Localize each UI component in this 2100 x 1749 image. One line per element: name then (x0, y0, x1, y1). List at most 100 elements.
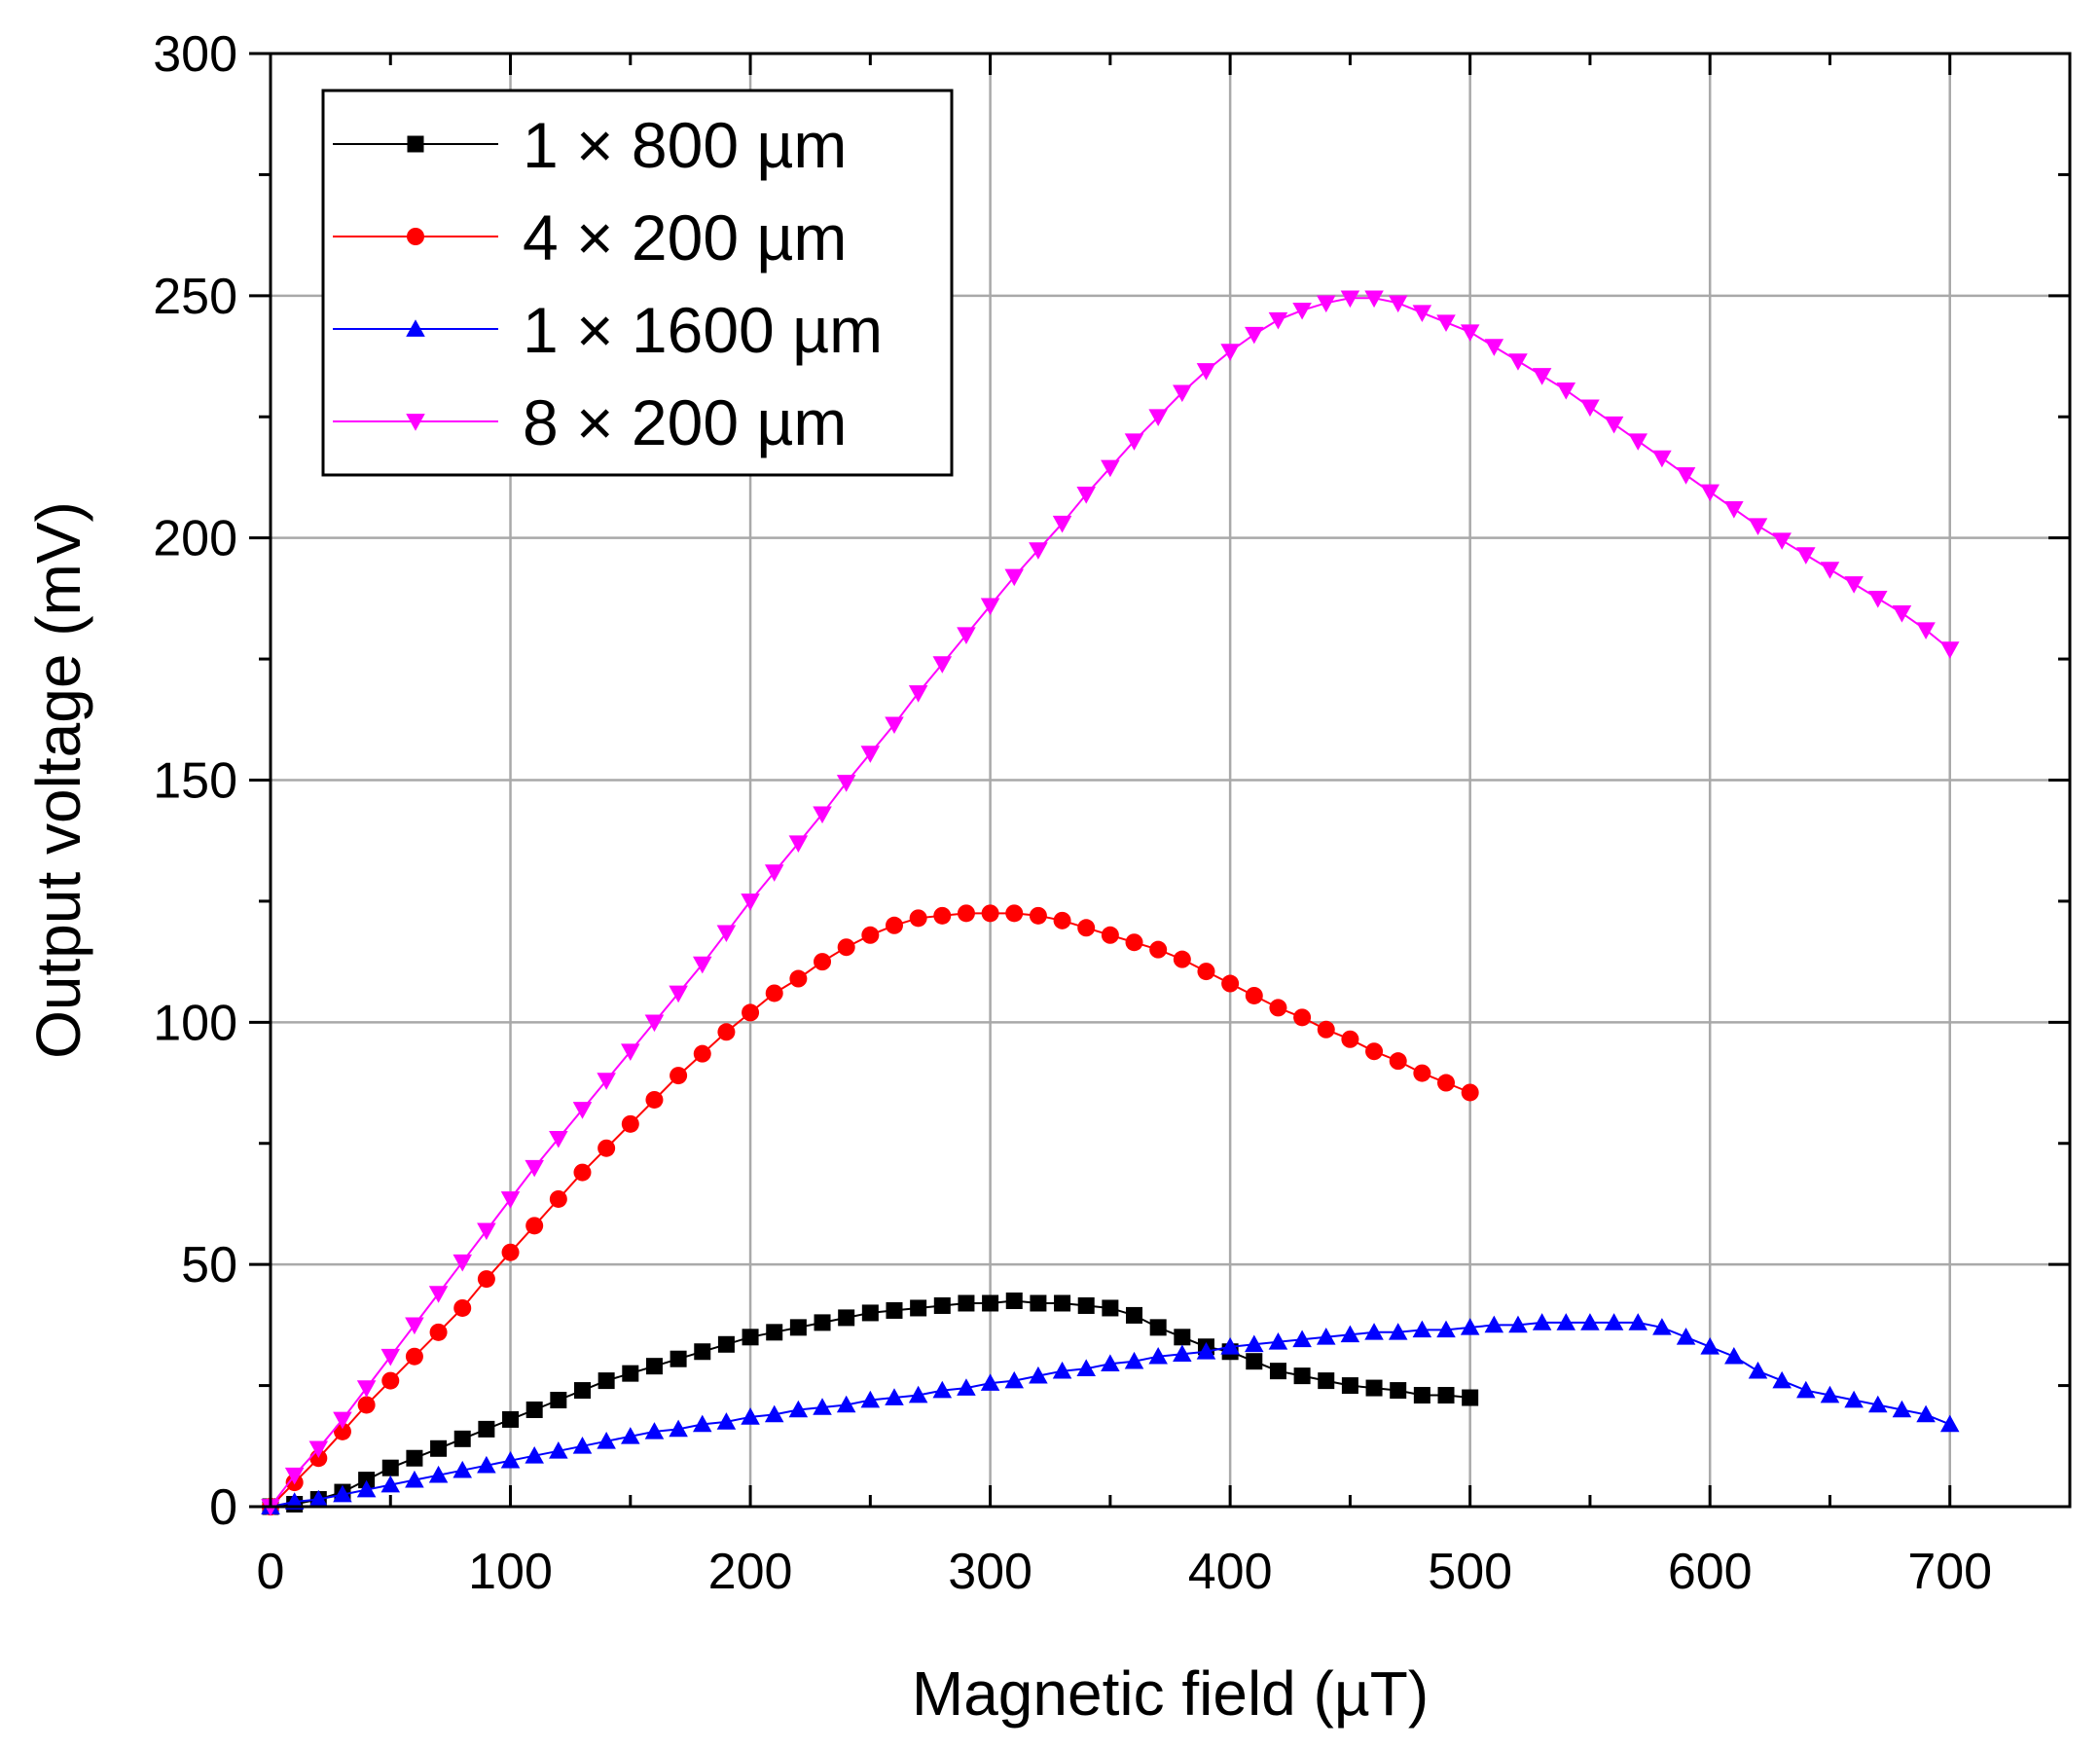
data-point (670, 1067, 688, 1085)
data-point (1245, 1334, 1264, 1353)
data-point (742, 1329, 759, 1346)
data-point (1197, 963, 1215, 981)
data-point (836, 775, 856, 792)
data-point (838, 1309, 855, 1327)
data-point (1245, 986, 1263, 1004)
data-point (861, 926, 880, 944)
data-point (1101, 1354, 1120, 1372)
data-point (597, 1372, 615, 1390)
data-point (1700, 1336, 1720, 1355)
data-point (1389, 1052, 1407, 1071)
data-point (1628, 1313, 1648, 1330)
data-point (597, 1139, 616, 1157)
data-point (1004, 1370, 1025, 1389)
data-point (717, 1335, 735, 1353)
data-point (381, 1371, 400, 1390)
data-point (284, 1492, 305, 1510)
data-point (716, 1412, 737, 1430)
grid (269, 52, 2070, 1509)
data-point (549, 1440, 568, 1459)
data-point (885, 1388, 904, 1405)
data-point (717, 1023, 736, 1041)
data-point (1844, 576, 1864, 594)
y-tick-label: 150 (153, 753, 237, 810)
data-point (477, 1455, 496, 1474)
data-point (1005, 904, 1024, 923)
data-point (1867, 591, 1888, 608)
data-point (860, 1390, 881, 1408)
data-point (500, 1450, 521, 1469)
data-point (1388, 1323, 1408, 1340)
legend-label: 1 × 1600 µm (523, 294, 883, 366)
data-point (550, 1392, 567, 1409)
data-point (1269, 999, 1287, 1017)
data-point (813, 1398, 832, 1415)
data-point (813, 806, 832, 824)
data-point (981, 904, 999, 923)
data-point (597, 1073, 616, 1090)
data-point (788, 1400, 809, 1418)
data-point (597, 1432, 616, 1449)
data-point (477, 1270, 495, 1289)
data-point (1939, 641, 1960, 659)
data-point (1054, 1294, 1071, 1312)
data-point (1892, 1400, 1912, 1418)
legend-marker (406, 319, 425, 337)
data-point (1196, 363, 1216, 381)
data-point (478, 1420, 495, 1438)
data-point (1293, 1008, 1312, 1027)
legend-marker (406, 414, 425, 431)
x-tick-label: 300 (948, 1544, 1032, 1600)
data-point (957, 904, 975, 923)
data-point (788, 835, 809, 853)
data-point (1268, 311, 1288, 330)
tick-labels: 0 100 200 300 400 500 600 700 0 50 100 150 200 250 300 (153, 26, 1992, 1600)
x-axis-title: Magnetic field (µT) (912, 1658, 1429, 1729)
data-point (1053, 911, 1071, 929)
data-point (1796, 1380, 1816, 1399)
data-point (405, 1347, 423, 1366)
data-point (1293, 1367, 1311, 1385)
data-point (1196, 1341, 1216, 1360)
data-point (1604, 416, 1624, 434)
data-point (1413, 1064, 1431, 1082)
data-point (525, 1159, 544, 1178)
data-point (573, 1163, 592, 1182)
data-point (1052, 515, 1072, 533)
data-point (1508, 353, 1528, 371)
data-point (1437, 1074, 1456, 1092)
data-point (453, 1460, 473, 1478)
data-point (766, 1324, 783, 1341)
data-point (1052, 1361, 1072, 1379)
data-point (1580, 399, 1600, 418)
data-point (1652, 450, 1672, 468)
data-point (670, 1350, 687, 1367)
data-point (621, 1114, 639, 1133)
data-point (1341, 1030, 1359, 1048)
data-point (1365, 1042, 1384, 1061)
data-point (1532, 1313, 1552, 1330)
data-point (1676, 467, 1696, 485)
data-point (308, 1440, 329, 1459)
data-point (1867, 1395, 1888, 1413)
data-point (1221, 974, 1240, 993)
data-point (357, 1396, 376, 1414)
data-point (1820, 1385, 1840, 1403)
data-point (1173, 384, 1192, 403)
data-point (1484, 339, 1504, 356)
data-point (1149, 1319, 1167, 1336)
series-4 (261, 290, 1960, 1516)
data-point (692, 1414, 712, 1433)
data-point (1700, 484, 1720, 502)
data-point (572, 1102, 593, 1119)
data-point (933, 906, 952, 925)
data-point (1796, 547, 1816, 565)
data-point (572, 1437, 593, 1454)
data-point (525, 1445, 544, 1464)
data-point (1316, 1328, 1336, 1345)
data-point (980, 1373, 1000, 1391)
data-point (429, 1323, 448, 1341)
data-point (908, 1385, 928, 1403)
data-point (764, 864, 784, 882)
